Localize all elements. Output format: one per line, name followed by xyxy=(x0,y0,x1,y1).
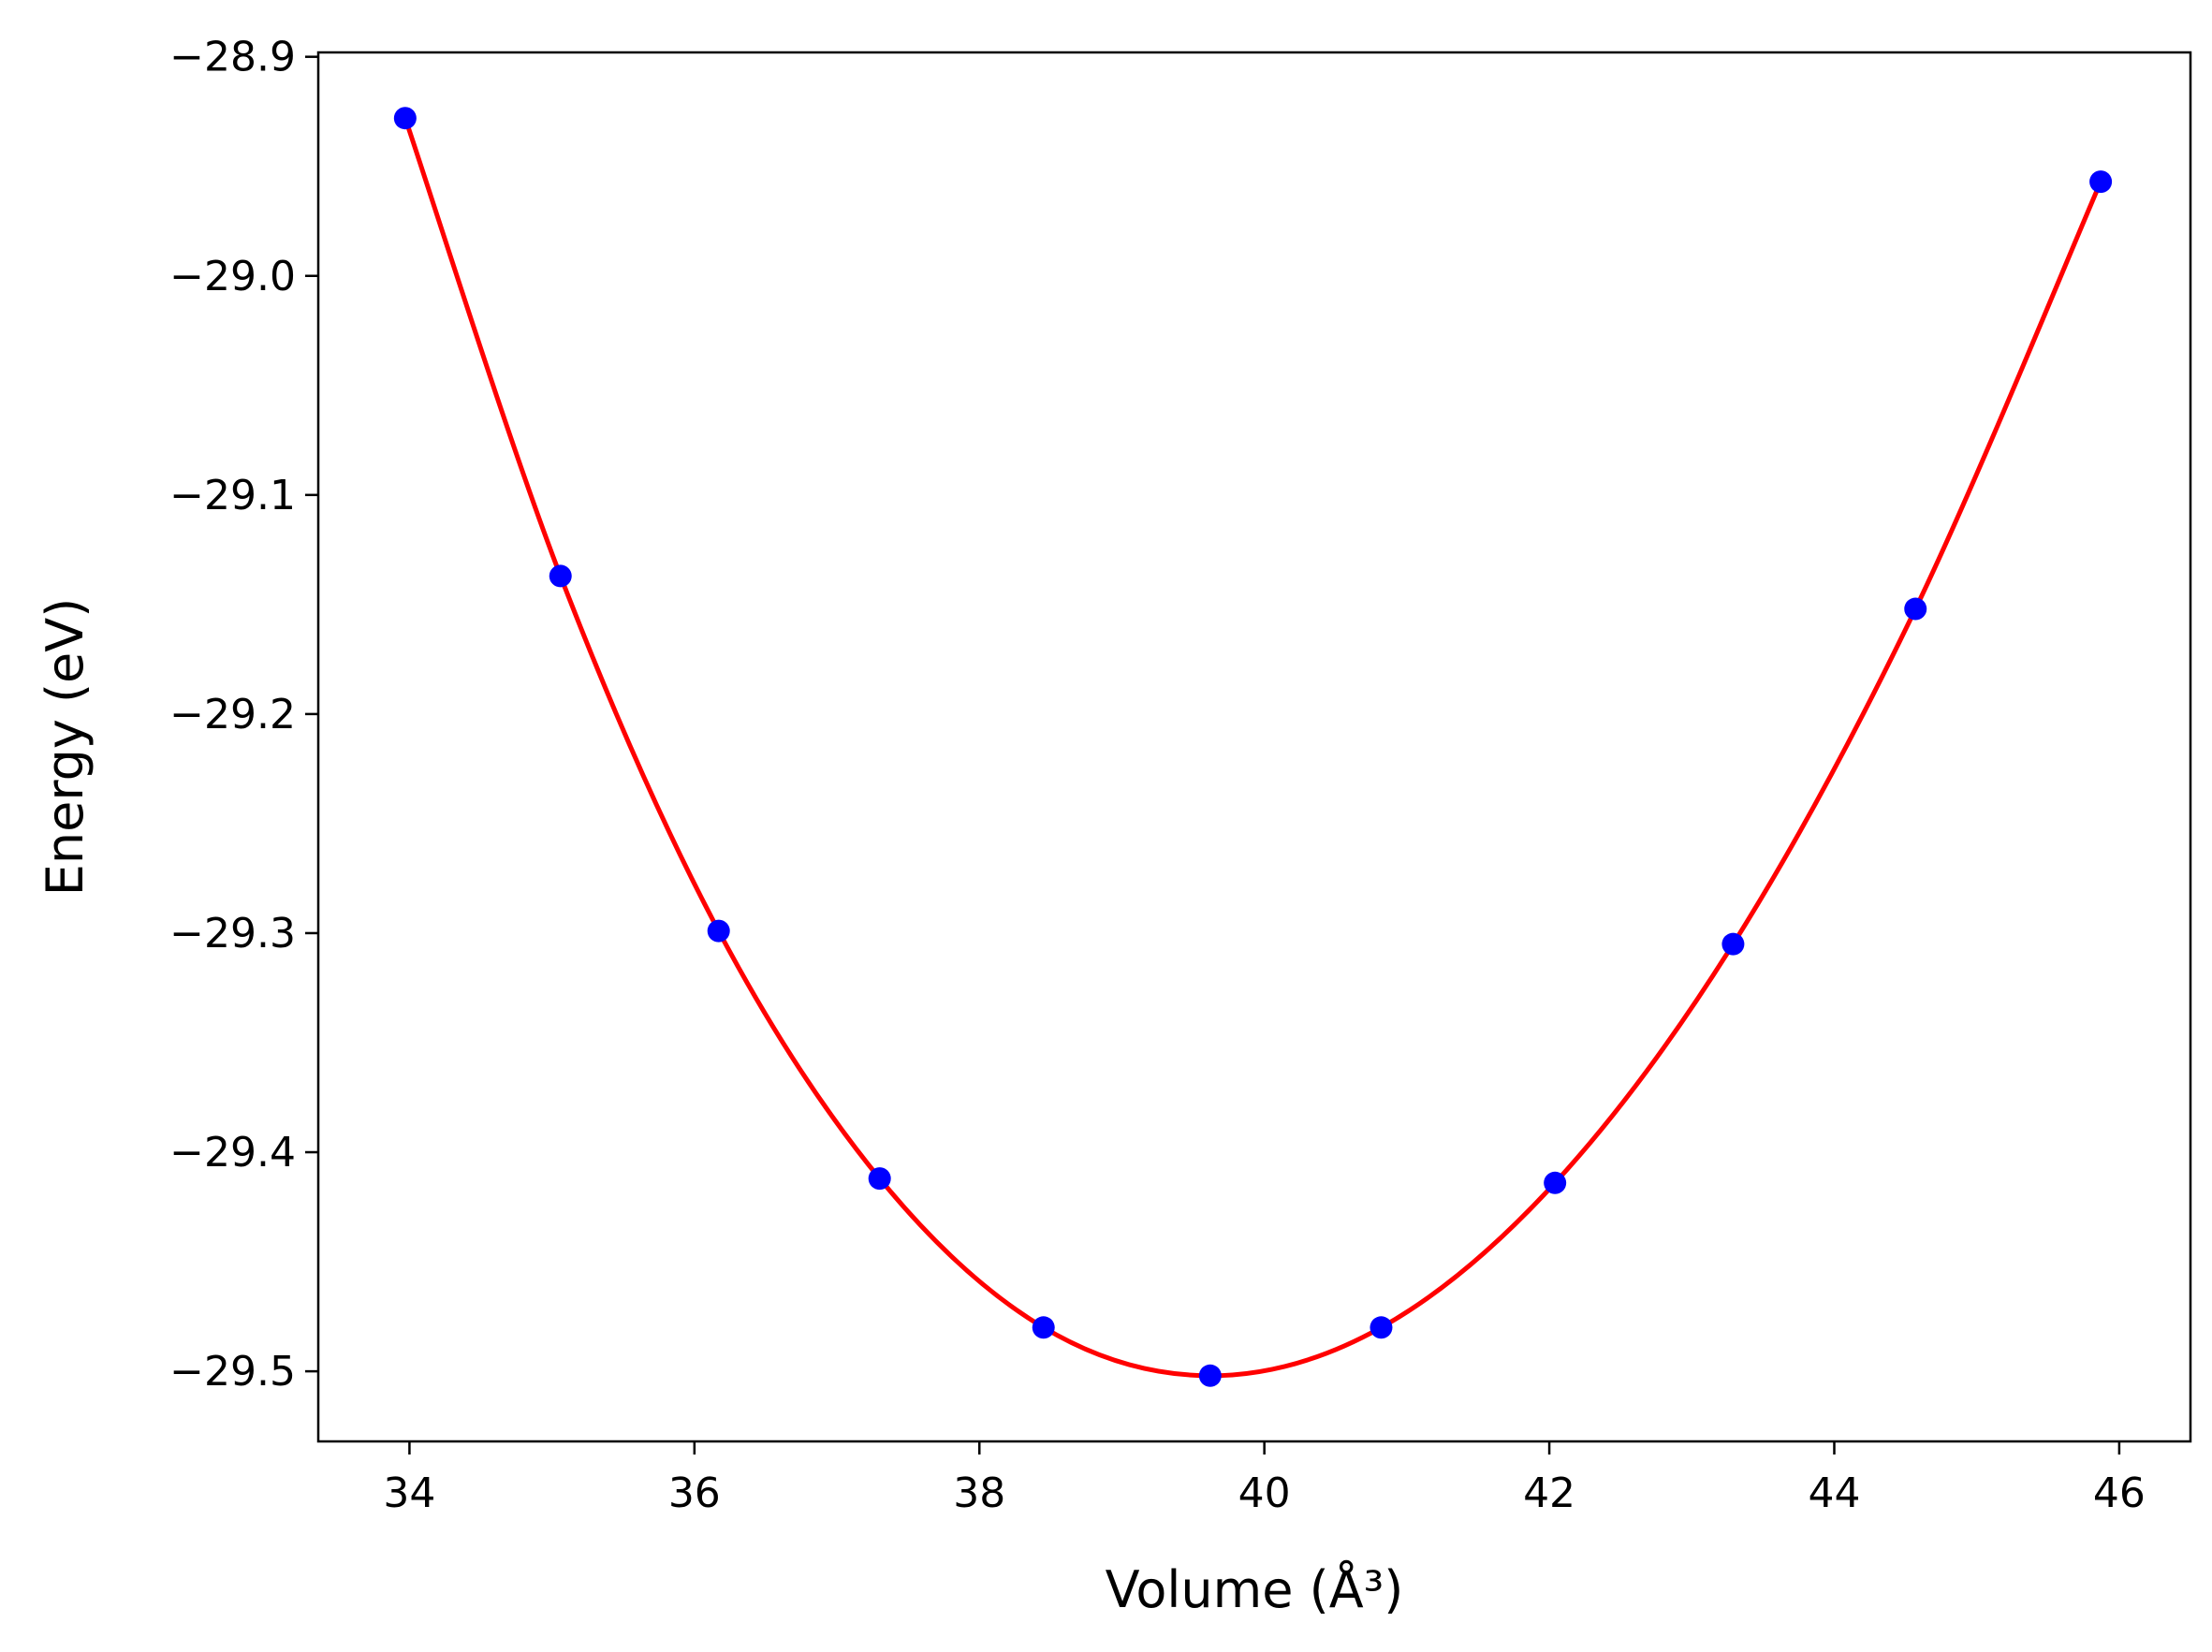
data-point xyxy=(1198,1364,1222,1387)
y-axis-label: Energy (eV) xyxy=(36,598,95,897)
y-tick-label: −29.0 xyxy=(169,253,296,300)
data-points-layer xyxy=(393,107,2113,1387)
x-tick-label: 36 xyxy=(668,1469,721,1517)
x-axis-label: Volume (Å³) xyxy=(1106,1559,1404,1619)
x-tick-label: 40 xyxy=(1238,1469,1291,1517)
data-point xyxy=(2089,170,2113,194)
data-point xyxy=(1032,1316,1055,1339)
x-tick-label: 42 xyxy=(1523,1469,1575,1517)
x-tick-label: 46 xyxy=(2093,1469,2146,1517)
data-point xyxy=(1370,1316,1393,1339)
data-point xyxy=(1721,932,1745,956)
y-tick-label: −29.2 xyxy=(169,691,296,738)
data-point xyxy=(1544,1171,1567,1194)
data-point xyxy=(549,564,572,588)
data-point xyxy=(707,919,730,943)
data-point xyxy=(1904,597,1927,621)
x-tick-label: 38 xyxy=(953,1469,1005,1517)
y-tick-label: −29.5 xyxy=(169,1348,296,1396)
axes-frame xyxy=(316,51,2192,1443)
data-point xyxy=(868,1167,891,1191)
y-tick-label: −28.9 xyxy=(169,34,296,81)
x-tick-label: 44 xyxy=(1808,1469,1860,1517)
data-point xyxy=(393,107,417,130)
y-tick-label: −29.3 xyxy=(169,910,296,958)
plot-area xyxy=(318,52,2190,1441)
y-tick-label: −29.4 xyxy=(169,1129,296,1177)
y-axis-ticks: −28.9 −29.0 −29.1 −29.2 −29.3 −29.4 −29.5 xyxy=(169,34,318,1396)
x-tick-label: 34 xyxy=(383,1469,435,1517)
y-tick-label: −29.1 xyxy=(169,472,296,519)
x-axis-ticks: 34 36 38 40 42 44 46 xyxy=(383,1441,2146,1517)
